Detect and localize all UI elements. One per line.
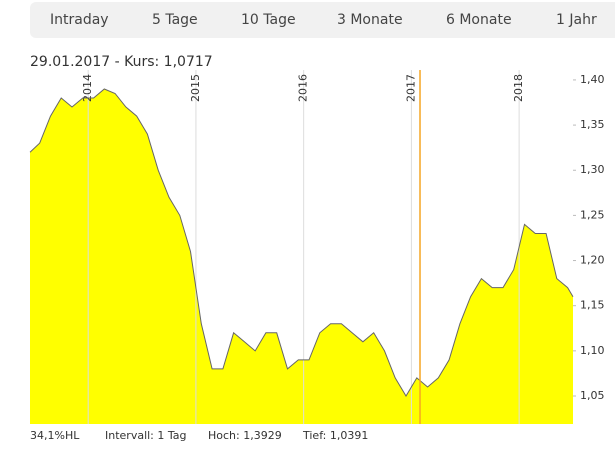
tab[interactable]: 6 Monate	[446, 12, 512, 28]
tab[interactable]: 1 Jahr	[556, 12, 597, 28]
line	[29, 88, 574, 397]
x-tick-label: 2018	[512, 74, 525, 102]
footer-stat: 34,1%HL	[30, 429, 80, 442]
footer-stat: Intervall: 1 Tag	[105, 429, 187, 442]
tab[interactable]: 5 Tage	[152, 12, 198, 28]
x-tick-label: 2017	[404, 74, 417, 102]
x-tick-label: 2014	[81, 74, 94, 102]
area	[30, 89, 573, 424]
x-tick-label: 2015	[189, 74, 202, 102]
y-tick-label: 1,35	[580, 118, 605, 131]
y-tick-label: 1,25	[580, 208, 605, 221]
tab[interactable]: 10 Tage	[241, 12, 296, 28]
header: 29.01.2017 - Kurs: 1,0717	[30, 54, 213, 70]
y-tick-label: 1,15	[580, 299, 605, 312]
tab[interactable]: Intraday	[50, 12, 109, 28]
y-tick-label: 1,40	[580, 73, 605, 86]
footer-stat: Hoch: 1,3929	[208, 429, 282, 442]
y-tick-label: 1,10	[580, 344, 605, 357]
tab[interactable]: 3 Monate	[337, 12, 403, 28]
tab-bar	[30, 2, 615, 38]
y-tick-label: 1,30	[580, 163, 605, 176]
x-tick-label: 2016	[297, 74, 310, 102]
y-tick-label: 1,05	[580, 389, 605, 402]
footer-stat: Tief: 1,0391	[302, 429, 368, 442]
y-tick-label: 1,20	[580, 254, 605, 267]
